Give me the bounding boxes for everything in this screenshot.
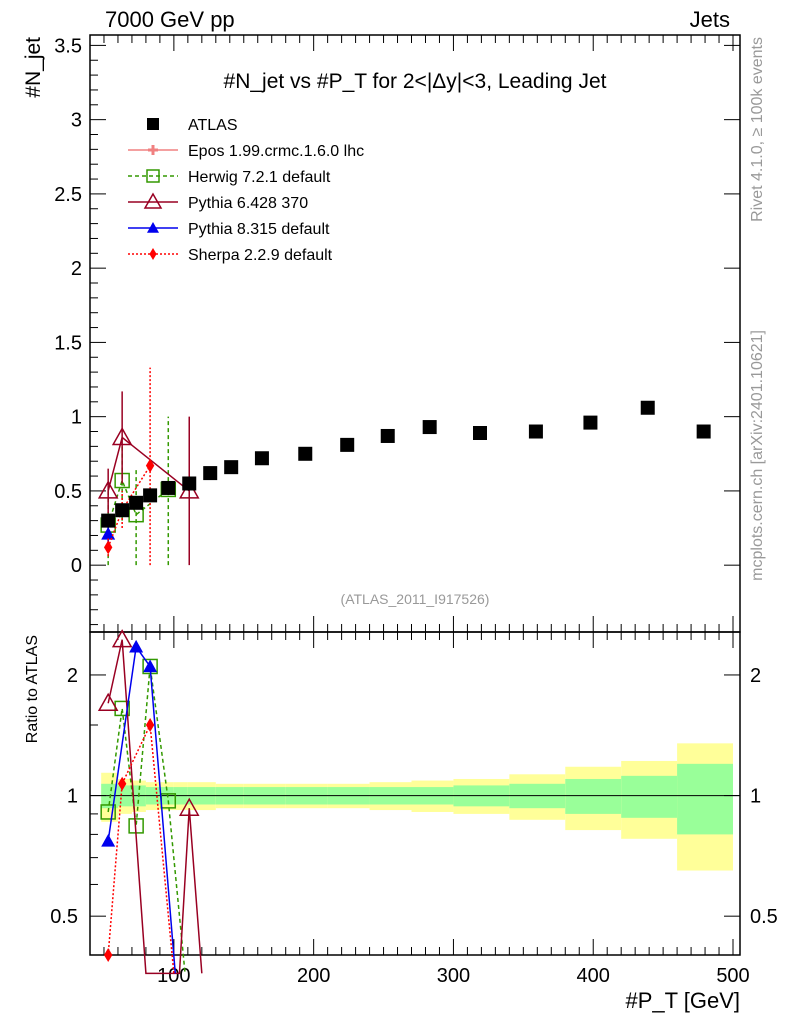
herwig-ratio-point <box>114 700 130 717</box>
y-tick-label: 3 <box>71 110 82 132</box>
pythia-ratio-line <box>107 639 203 975</box>
atlas-data-point <box>143 488 158 503</box>
atlas-data-point <box>583 415 598 430</box>
pythia-ratio-point <box>101 834 116 847</box>
legend-marker-sherpa <box>149 248 157 260</box>
ratio-y-tick-label-right: 0.5 <box>750 906 778 928</box>
pythia-point <box>111 426 133 446</box>
pythia-ratio-point <box>178 797 200 816</box>
ratio-y-tick-label-right: 2 <box>750 665 761 687</box>
analysis-id: (ATLAS_2011_I917526) <box>341 591 490 607</box>
y-tick-label: 0.5 <box>54 481 82 503</box>
legend-label-atlas: ATLAS <box>188 117 238 134</box>
ratio-y-tick-label: 2 <box>67 665 78 687</box>
y-tick-label: 0 <box>71 555 82 577</box>
atlas-data-point <box>473 426 487 440</box>
herwig-ratio-line <box>107 666 186 974</box>
atlas-data-point <box>224 460 239 475</box>
chart-title: #N_jet vs #P_T for 2<|Δy|<3, Leading Jet <box>224 70 607 93</box>
sherpa-ratio-point <box>103 948 113 962</box>
x-tick-label: 200 <box>297 965 330 987</box>
atlas-data-point <box>203 466 218 481</box>
y-tick-label: 1.5 <box>54 332 82 354</box>
uncertainty-band-green <box>621 775 678 818</box>
sherpa-point <box>145 458 155 473</box>
atlas-data-point <box>161 480 176 495</box>
atlas-data-point <box>298 446 313 461</box>
legend-label-epos: Epos 1.99.crmc.1.6.0 lhc <box>188 143 364 160</box>
atlas-data-point <box>422 420 437 435</box>
atlas-data-point <box>182 476 197 491</box>
legend-marker-herwig <box>146 169 160 183</box>
y-axis-label: #N_jet <box>22 37 45 98</box>
x-tick-label: 100 <box>157 965 190 987</box>
pythia-ratio-point <box>97 692 119 711</box>
rivet-version-label: Rivet 4.1.0, ≥ 100k events <box>749 37 766 222</box>
y-tick-label: 3.5 <box>54 35 82 57</box>
ratio-y-tick-label: 0.5 <box>50 906 78 928</box>
pythia-ratio-point <box>111 629 133 648</box>
x-tick-label: 300 <box>437 965 470 987</box>
x-tick-label: 400 <box>577 965 610 987</box>
atlas-data-point <box>254 451 269 466</box>
pythia-ratio-line <box>107 644 177 974</box>
sherpa-line <box>107 465 151 548</box>
legend-marker-atlas <box>147 118 159 130</box>
legend-marker-pythia <box>147 222 159 233</box>
pythia-point <box>101 526 116 540</box>
atlas-data-point <box>528 424 543 439</box>
y-tick-label: 2.5 <box>54 184 82 206</box>
sherpa-ratio-line <box>107 722 175 974</box>
legend-label-pythia: Pythia 8.315 default <box>188 221 330 238</box>
header-right: Jets <box>690 7 730 32</box>
header-left: 7000 GeV pp <box>105 7 235 32</box>
atlas-data-point <box>340 437 355 452</box>
legend-marker-pythia <box>143 192 163 209</box>
ratio-y-axis-label: Ratio to ATLAS <box>24 635 41 743</box>
sherpa-ratio-point <box>117 776 127 791</box>
sherpa-ratio-point <box>145 718 155 733</box>
uncertainty-band-green <box>565 778 622 814</box>
atlas-data-point <box>640 400 655 415</box>
x-tick-label: 500 <box>716 965 749 987</box>
ratio-y-tick-label-right: 1 <box>750 786 761 808</box>
herwig-ratio-point <box>100 804 116 820</box>
x-axis-label: #P_T [GeV] <box>625 988 740 1013</box>
y-tick-label: 2 <box>71 258 82 280</box>
ratio-y-tick-label: 1 <box>67 786 78 808</box>
sherpa-point <box>103 540 113 555</box>
mcplots-label: mcplots.cern.ch [arXiv:2401.10621] <box>749 330 766 581</box>
uncertainty-band-green <box>677 763 734 835</box>
atlas-data-point <box>129 495 144 510</box>
atlas-data-point <box>101 513 116 528</box>
legend-label-sherpa: Sherpa 2.2.9 default <box>188 247 333 264</box>
legend-label-herwig: Herwig 7.2.1 default <box>188 169 331 186</box>
y-tick-label: 1 <box>71 407 82 429</box>
pythia-point <box>97 480 119 499</box>
pythia-ratio-point <box>129 639 144 653</box>
atlas-data-point <box>696 424 711 439</box>
pythia-ratio-point <box>143 659 158 673</box>
ratio-frame <box>89 631 741 956</box>
atlas-data-point <box>380 428 395 443</box>
atlas-data-point <box>115 503 130 518</box>
legend-label-pythia: Pythia 6.428 370 <box>188 195 308 212</box>
